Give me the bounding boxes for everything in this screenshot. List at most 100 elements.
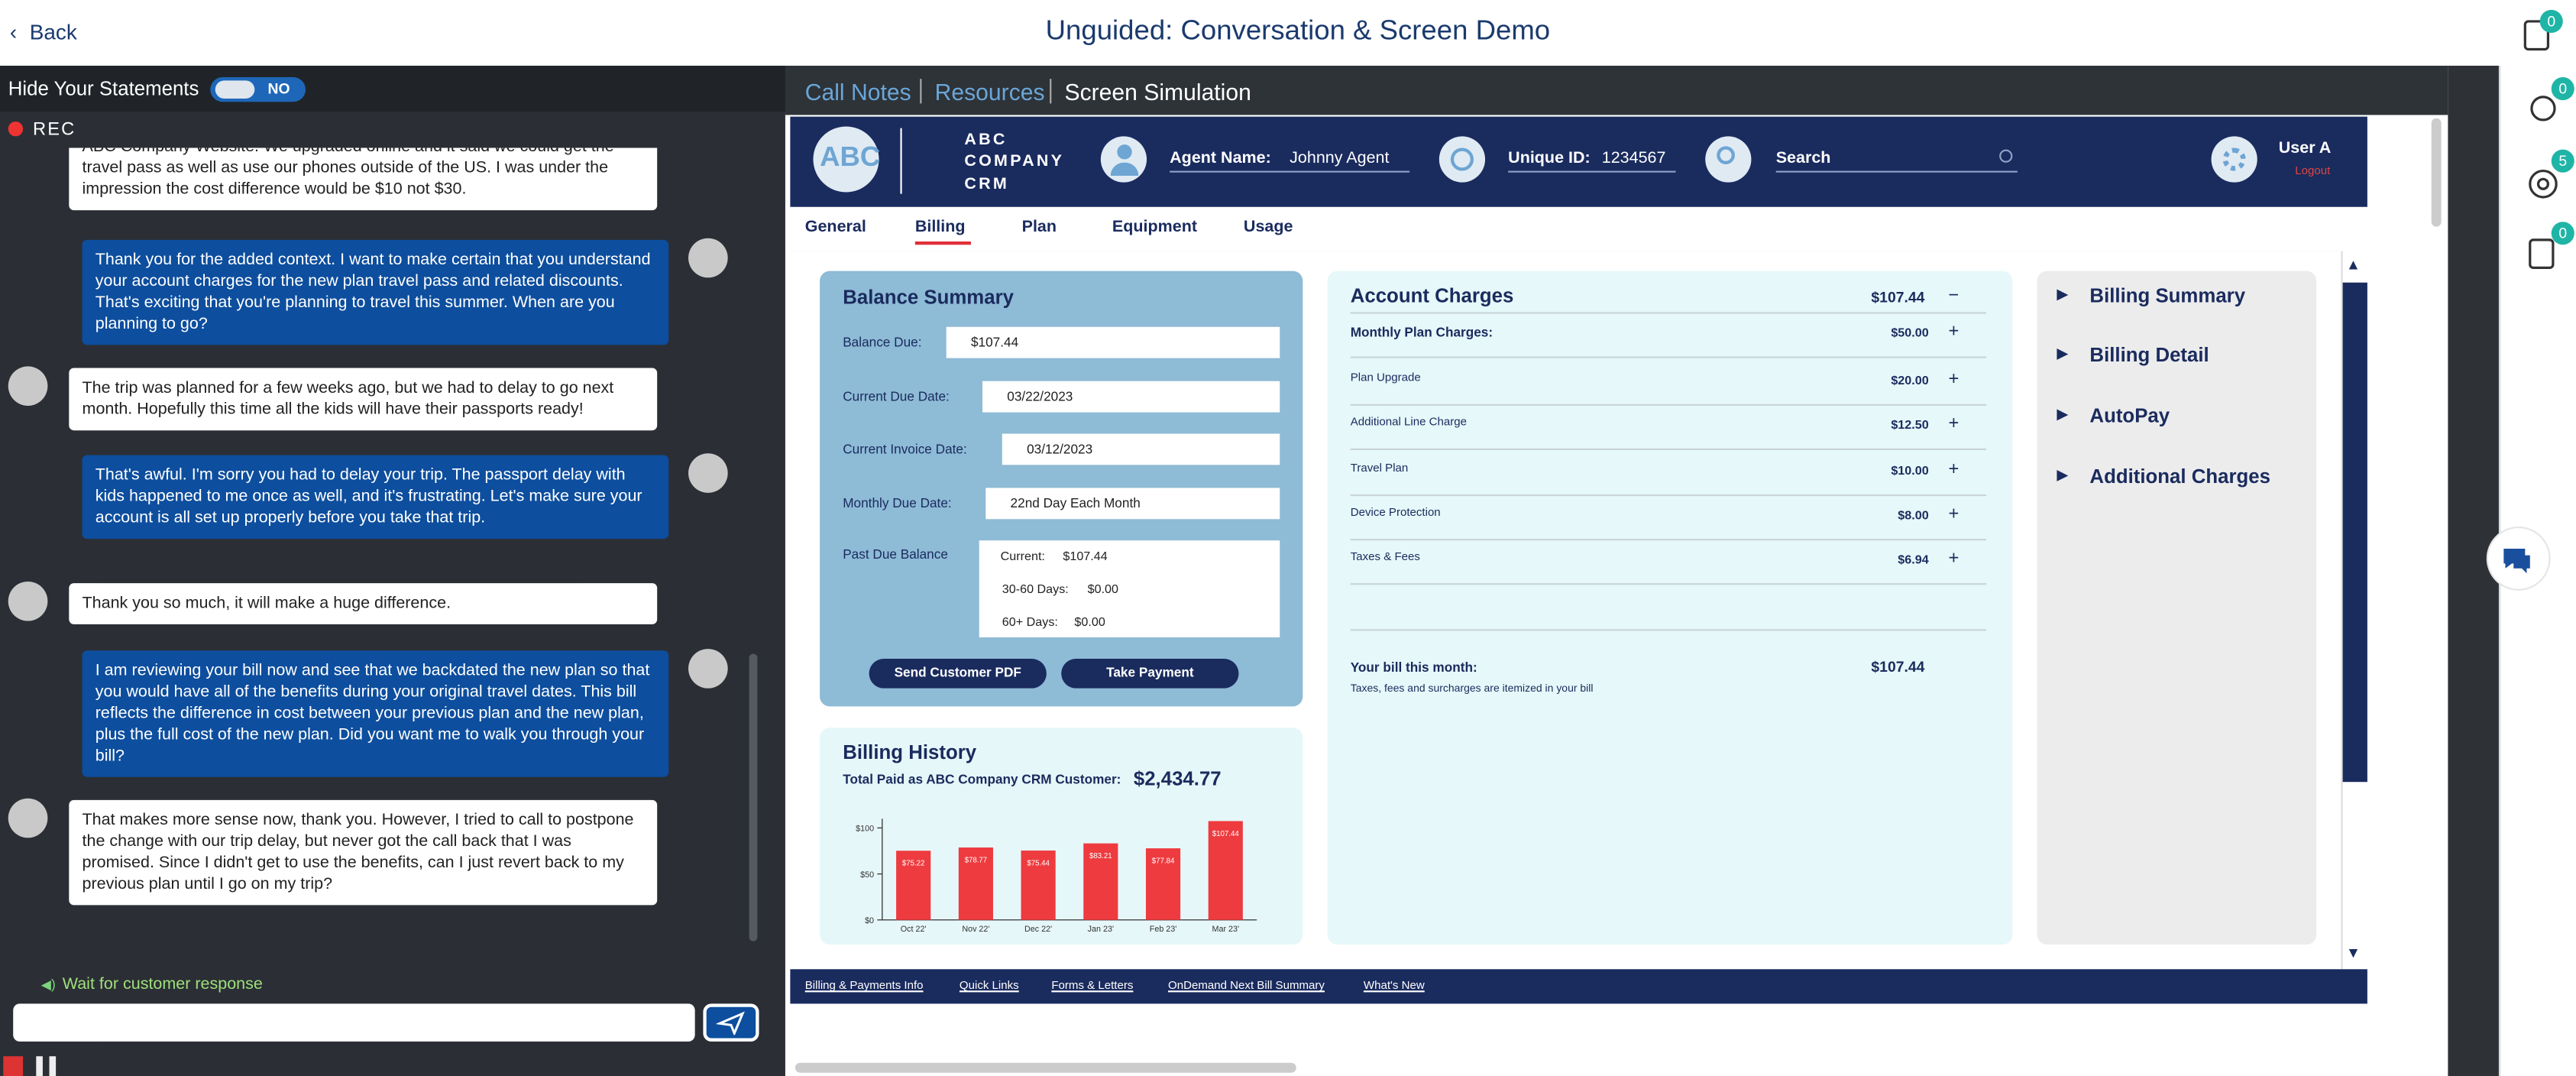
value-label: $75.44 xyxy=(1027,859,1050,867)
action-button[interactable]: Send Customer PDF xyxy=(869,658,1047,689)
bar xyxy=(1145,848,1181,920)
y-tick-label: $0 xyxy=(865,916,874,925)
charge-amount: $20.00 xyxy=(1891,372,1929,388)
notification-badge: 0 xyxy=(2551,77,2574,101)
charge-label: Travel Plan xyxy=(1350,463,1409,475)
expand-icon[interactable]: + xyxy=(1948,369,1960,390)
divider xyxy=(1350,539,1986,541)
expand-icon[interactable]: + xyxy=(1948,413,1960,434)
tab[interactable]: Call Notes xyxy=(804,79,911,105)
scroll-up[interactable]: ▲ xyxy=(2345,256,2361,273)
y-tick-label: $100 xyxy=(856,825,874,834)
y-tick-label: $50 xyxy=(860,870,874,880)
bar xyxy=(1208,821,1243,920)
side-menu-item[interactable]: Billing Summary xyxy=(2089,284,2246,307)
divider xyxy=(1350,404,1986,406)
tasks-icon[interactable] xyxy=(2523,20,2550,51)
company-name: COMPANY xyxy=(964,152,1065,171)
divider xyxy=(1350,448,1986,450)
collapse-icon[interactable]: − xyxy=(1948,286,1960,306)
nav-tab[interactable]: Equipment xyxy=(1112,218,1198,237)
customer-avatar xyxy=(8,581,48,621)
send-button[interactable] xyxy=(703,1003,759,1042)
target-icon[interactable] xyxy=(2529,169,2558,199)
hide-statements-label: Hide Your Statements xyxy=(8,77,199,101)
field-value: 03/12/2023 xyxy=(1002,433,1280,465)
footer-link[interactable]: OnDemand Next Bill Summary xyxy=(1168,980,1325,993)
speaker-icon: ◀) xyxy=(40,977,56,993)
fingerprint-ring xyxy=(1450,147,1474,171)
bill-label: Your bill this month: xyxy=(1350,660,1477,676)
rec-label: REC xyxy=(33,119,76,140)
side-menu-item[interactable]: Additional Charges xyxy=(2089,465,2271,488)
nav-tab[interactable]: Plan xyxy=(1021,218,1057,237)
customer-message: That makes more sense now, thank you. Ho… xyxy=(69,799,658,906)
charge-label: Plan Upgrade xyxy=(1350,372,1421,385)
nav-tab-active[interactable]: Billing xyxy=(914,218,966,237)
footer-link[interactable]: What's New xyxy=(1363,980,1425,993)
bar xyxy=(1083,843,1118,920)
expand-icon[interactable]: + xyxy=(1948,322,1960,342)
panel-title: Account Charges xyxy=(1350,284,1514,307)
customer-avatar xyxy=(8,798,48,838)
x-tick-label: Jan 23' xyxy=(1088,925,1114,934)
past-due-value: $0.00 xyxy=(1074,614,1105,630)
toggle-knob xyxy=(215,80,255,99)
value-label: $107.44 xyxy=(1212,830,1240,838)
back-button[interactable]: Back xyxy=(29,19,77,45)
page-title: Unguided: Conversation & Screen Demo xyxy=(1045,15,1551,47)
expand-icon[interactable]: + xyxy=(1948,548,1960,569)
field-value: 22nd Day Each Month xyxy=(985,488,1280,520)
bar xyxy=(958,847,993,920)
badge-icon[interactable] xyxy=(2529,238,2555,269)
scrollbar xyxy=(2431,118,2442,227)
award-icon[interactable] xyxy=(2530,96,2556,122)
header xyxy=(0,0,2576,66)
back-icon[interactable]: ‹ xyxy=(9,19,18,45)
agent-avatar xyxy=(688,453,728,493)
side-menu-item[interactable]: Billing Detail xyxy=(2089,343,2209,367)
stop-icon[interactable] xyxy=(3,1056,24,1076)
crm-header xyxy=(790,116,2367,207)
underline xyxy=(1775,170,2018,173)
pause-icon[interactable] xyxy=(36,1056,43,1076)
tab-separator xyxy=(920,79,922,104)
send-icon xyxy=(716,1011,745,1035)
charge-amount: $8.00 xyxy=(1898,507,1929,523)
divider xyxy=(1350,629,1986,631)
action-button[interactable]: Take Payment xyxy=(1061,658,1239,689)
value-label: $83.21 xyxy=(1089,852,1112,860)
scroll-down[interactable]: ▼ xyxy=(2345,945,2361,961)
total-paid: $2,434.77 xyxy=(1133,766,1222,790)
x-tick-label: Dec 22' xyxy=(1024,925,1052,934)
past-due-box xyxy=(979,540,1280,638)
rec-dot xyxy=(8,122,24,137)
search-field[interactable]: Search xyxy=(1775,149,1831,168)
bill-amount: $107.44 xyxy=(1871,658,1925,676)
tab-active[interactable]: Screen Simulation xyxy=(1064,79,1251,105)
logout-link[interactable]: Logout xyxy=(2295,166,2331,178)
expand-icon[interactable]: + xyxy=(1948,504,1960,524)
nav-tab[interactable]: General xyxy=(804,218,866,237)
side-menu-item[interactable]: AutoPay xyxy=(2089,404,2170,427)
field-value: $107.44 xyxy=(946,326,1280,358)
status-text: Wait for customer response xyxy=(62,975,263,994)
past-due-label: Current: xyxy=(1000,548,1045,564)
customer-message: The trip was planned for a few weeks ago… xyxy=(69,368,658,431)
footer-link[interactable]: Forms & Letters xyxy=(1051,980,1134,993)
footer-link[interactable]: Billing & Payments Info xyxy=(804,980,924,993)
divider xyxy=(1350,494,1986,497)
tab[interactable]: Resources xyxy=(934,79,1045,105)
panel-title: Balance Summary xyxy=(843,286,1014,310)
footer-link[interactable]: Quick Links xyxy=(959,980,1019,993)
charge-amount: $50.00 xyxy=(1891,325,1929,340)
value-label: $75.22 xyxy=(902,860,925,868)
nav-tab[interactable]: Usage xyxy=(1243,218,1293,237)
message-input[interactable] xyxy=(13,1003,695,1042)
logo xyxy=(813,126,879,193)
scroll-thumb xyxy=(2342,282,2367,783)
expand-icon[interactable]: + xyxy=(1948,459,1960,480)
